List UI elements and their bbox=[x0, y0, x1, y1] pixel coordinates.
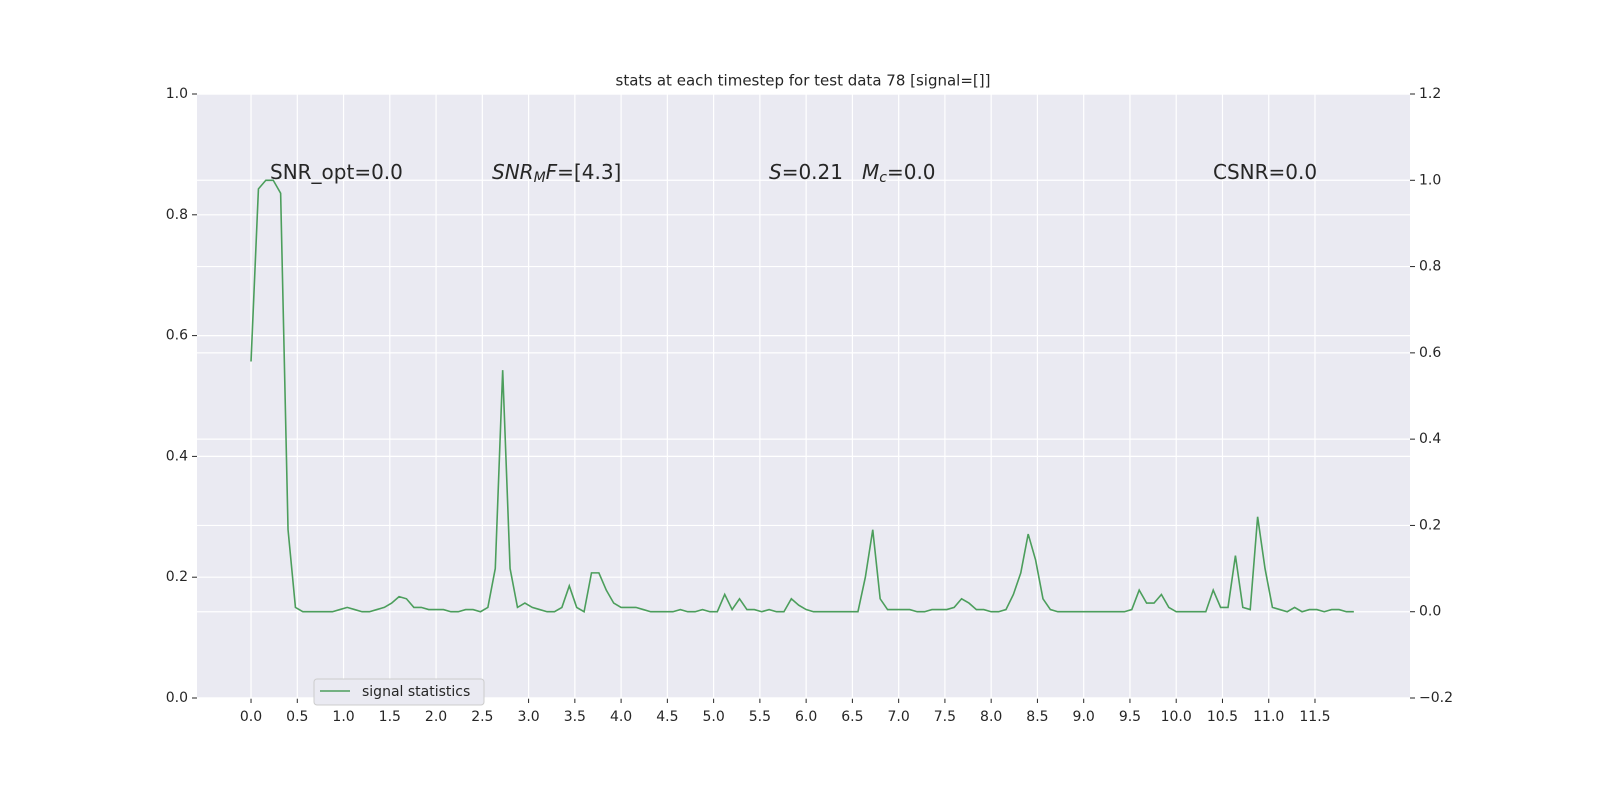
annotation-part: =[4.3] bbox=[557, 160, 621, 184]
x-tick-label: 1.5 bbox=[379, 709, 401, 725]
x-tick-label: 9.0 bbox=[1073, 709, 1095, 725]
x-tick-label: 6.0 bbox=[795, 709, 817, 725]
annotation: SNR_opt=0.0 bbox=[270, 160, 403, 184]
x-tick-label: 10.5 bbox=[1207, 709, 1238, 725]
y2-tick-label: 0.4 bbox=[1419, 431, 1441, 447]
annotation: CSNR=0.0 bbox=[1213, 160, 1317, 184]
y-tick-label: 1.0 bbox=[166, 86, 188, 102]
legend-label: signal statistics bbox=[362, 684, 470, 700]
series-line bbox=[250, 179, 1354, 613]
annotation-part: c bbox=[879, 170, 887, 186]
x-tick-label: 7.0 bbox=[888, 709, 910, 725]
x-tick-label: 11.0 bbox=[1253, 709, 1284, 725]
annotation-part: M bbox=[862, 160, 879, 184]
y-tick-label: 0.4 bbox=[166, 448, 188, 464]
y2-tick-label: −0.2 bbox=[1419, 690, 1453, 706]
x-tick-label: 3.0 bbox=[517, 709, 539, 725]
annotation-part: CSNR=0.0 bbox=[1213, 160, 1317, 184]
annotation-part: =0.0 bbox=[887, 160, 936, 184]
y-tick-label: 0.8 bbox=[166, 207, 188, 223]
x-tick-label: 5.5 bbox=[749, 709, 771, 725]
y-tick-label: 0.2 bbox=[166, 569, 188, 585]
x-tick-label: 10.0 bbox=[1161, 709, 1192, 725]
x-tick-label: 9.5 bbox=[1119, 709, 1141, 725]
annotation-part: SNR bbox=[492, 160, 534, 184]
x-tick-label: 2.0 bbox=[425, 709, 447, 725]
y2-tick-label: 0.0 bbox=[1419, 604, 1441, 620]
x-tick-label: 5.0 bbox=[702, 709, 724, 725]
y2-tick-label: 0.6 bbox=[1419, 345, 1441, 361]
chart-title: stats at each timestep for test data 78 … bbox=[616, 72, 991, 90]
x-tick-label: 6.5 bbox=[841, 709, 863, 725]
x-tick-label: 7.5 bbox=[934, 709, 956, 725]
x-tick-label: 0.0 bbox=[240, 709, 262, 725]
annotation-part: =0.21 bbox=[782, 160, 843, 184]
y-tick-label: 0.0 bbox=[166, 690, 188, 706]
annotation-part: M bbox=[534, 170, 546, 186]
annotation-part: F bbox=[546, 160, 558, 184]
annotation-part: SNR_opt=0.0 bbox=[270, 160, 403, 184]
y2-tick-label: 0.2 bbox=[1419, 517, 1441, 533]
annotation-part: S bbox=[769, 160, 782, 184]
x-tick-label: 3.5 bbox=[564, 709, 586, 725]
x-tick-label: 1.0 bbox=[332, 709, 354, 725]
annotation: S=0.21 bbox=[769, 160, 843, 184]
x-tick-label: 11.5 bbox=[1299, 709, 1330, 725]
x-tick-label: 2.5 bbox=[471, 709, 493, 725]
y-tick-label: 0.6 bbox=[166, 328, 188, 344]
x-tick-label: 4.0 bbox=[610, 709, 632, 725]
annotation: Mc=0.0 bbox=[862, 160, 936, 187]
y2-tick-label: 0.8 bbox=[1419, 259, 1441, 275]
legend-box bbox=[313, 678, 485, 706]
legend: signal statistics bbox=[313, 678, 485, 706]
y2-tick-label: 1.0 bbox=[1419, 172, 1441, 188]
x-tick-label: 0.5 bbox=[286, 709, 308, 725]
x-tick-label: 8.0 bbox=[980, 709, 1002, 725]
x-tick-label: 4.5 bbox=[656, 709, 678, 725]
y2-tick-label: 1.2 bbox=[1419, 86, 1441, 102]
x-tick-label: 8.5 bbox=[1026, 709, 1048, 725]
annotation: SNRMF=[4.3] bbox=[492, 160, 621, 187]
